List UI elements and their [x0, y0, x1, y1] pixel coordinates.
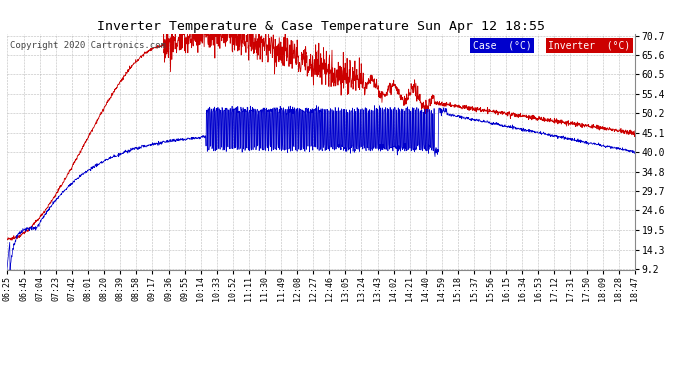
Text: Inverter  (°C): Inverter (°C): [548, 41, 631, 51]
Text: Copyright 2020 Cartronics.com: Copyright 2020 Cartronics.com: [10, 41, 166, 50]
Title: Inverter Temperature & Case Temperature Sun Apr 12 18:55: Inverter Temperature & Case Temperature …: [97, 20, 545, 33]
Text: Case  (°C): Case (°C): [473, 41, 531, 51]
